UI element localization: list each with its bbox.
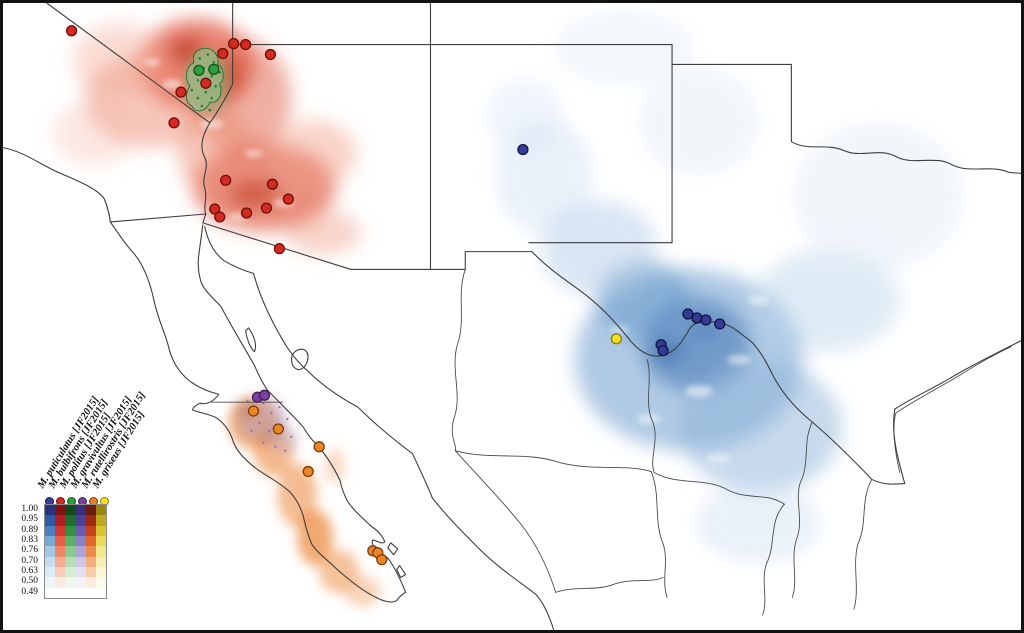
occurrence-point — [266, 178, 279, 190]
suitability-raster-puticulatus-blue — [487, 9, 963, 563]
state-boundaries — [3, 3, 1021, 630]
occurrence-point — [610, 333, 623, 345]
occurrence-point — [240, 207, 253, 219]
occurrence-point — [220, 174, 232, 186]
occurrence-point — [376, 554, 388, 566]
occurrence-point — [682, 308, 694, 320]
occurrence-point — [258, 389, 271, 401]
occurrence-point — [168, 117, 180, 129]
occurrence-point — [239, 39, 252, 51]
occurrence-point — [691, 312, 703, 324]
occurrence-point — [282, 193, 294, 205]
occurrence-point — [700, 314, 712, 326]
occurrence-point — [264, 48, 277, 61]
occurrence-points — [65, 25, 726, 566]
occurrence-point — [217, 47, 229, 60]
occurrence-point — [517, 144, 529, 156]
map-canvas — [3, 3, 1021, 630]
occurrence-point — [302, 465, 314, 478]
occurrence-point — [200, 77, 212, 89]
occurrence-point — [208, 63, 220, 75]
raster-white-mottle-blue — [609, 295, 769, 464]
occurrence-point — [272, 423, 284, 435]
occurrence-point — [260, 202, 273, 214]
occurrence-point — [209, 203, 221, 215]
occurrence-point — [175, 86, 187, 98]
raster-white-mottle-red — [144, 58, 294, 221]
occurrence-point — [214, 211, 226, 223]
occurrence-point — [273, 243, 285, 255]
occurrence-point — [247, 405, 260, 417]
occurrence-point — [193, 64, 205, 76]
occurrence-point — [228, 38, 240, 50]
occurrence-point — [65, 25, 78, 37]
mexico-state-boundaries — [211, 269, 873, 616]
occurrence-point — [313, 441, 325, 453]
occurrence-point — [714, 318, 726, 330]
occurrence-point — [657, 345, 669, 357]
